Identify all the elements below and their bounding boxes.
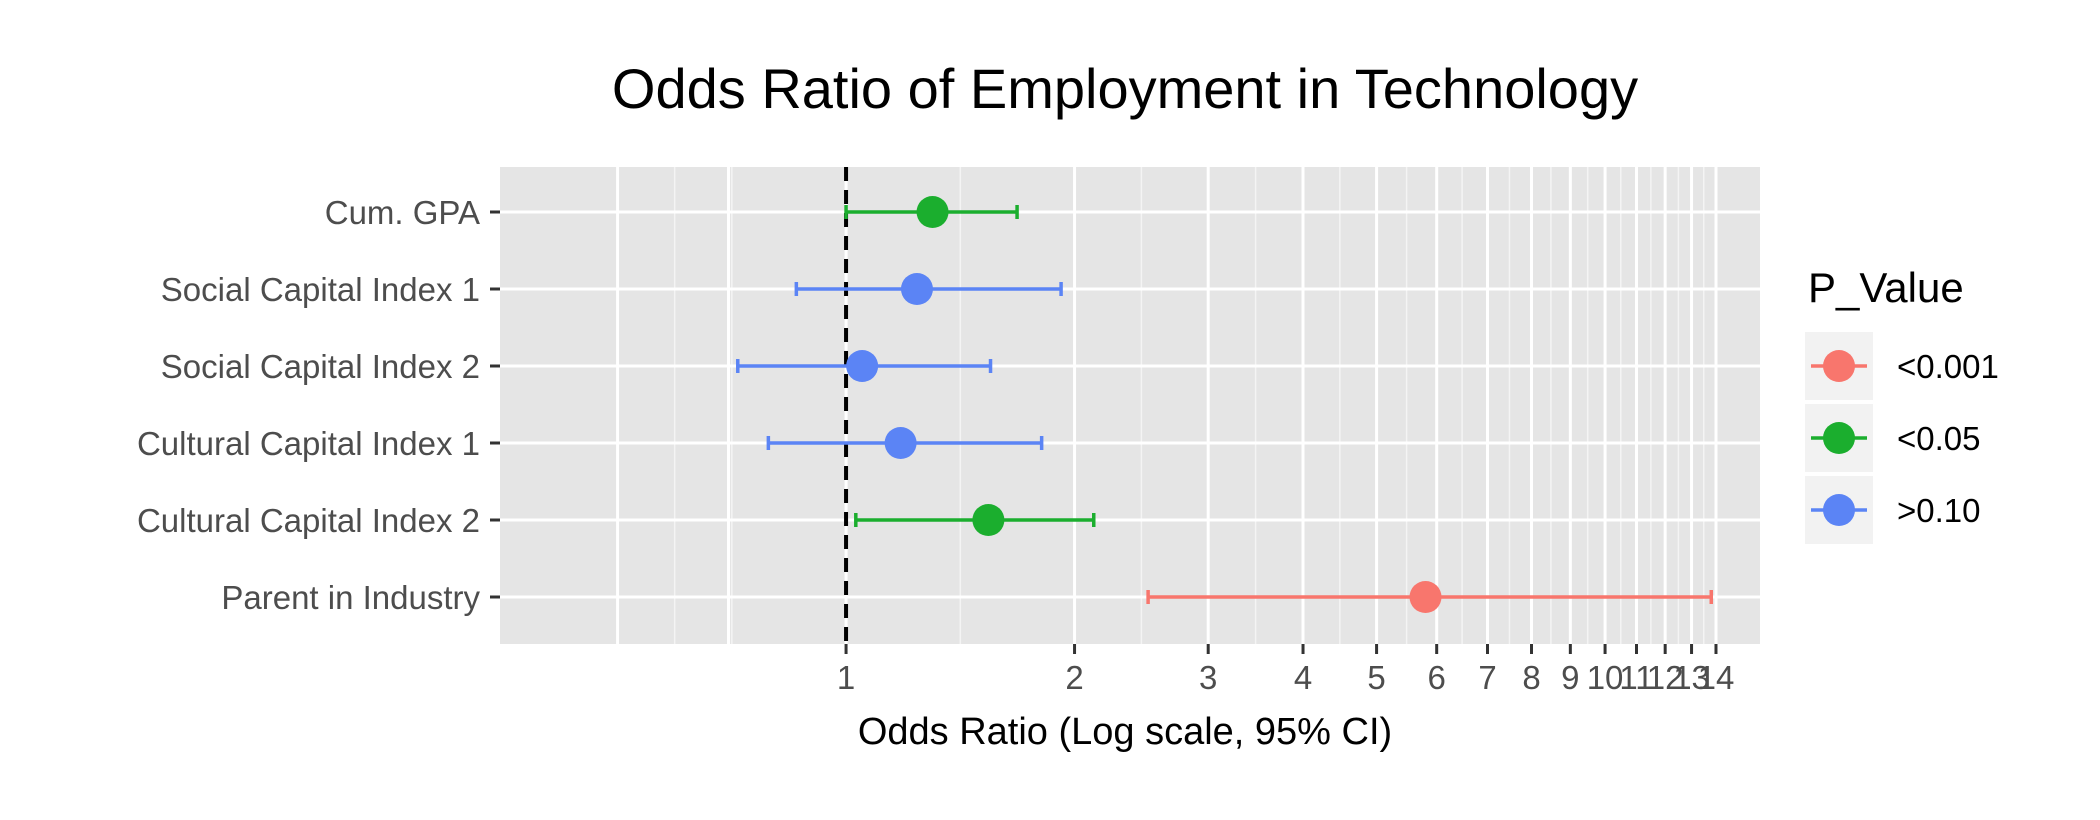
x-tick-label: 11 bbox=[1619, 659, 1653, 696]
y-tick-label: Cultural Capital Index 2 bbox=[137, 502, 480, 539]
x-tick-label: 8 bbox=[1522, 659, 1540, 696]
legend-label: <0.001 bbox=[1897, 348, 1999, 385]
x-tick-label: 2 bbox=[1065, 659, 1083, 696]
chart-title: Odds Ratio of Employment in Technology bbox=[612, 57, 1638, 120]
x-tick-label: 5 bbox=[1367, 659, 1385, 696]
y-tick-label: Parent in Industry bbox=[221, 579, 480, 616]
grid-lines bbox=[500, 167, 1760, 644]
x-tick-label: 12 bbox=[1647, 659, 1684, 696]
y-tick-label: Social Capital Index 2 bbox=[161, 348, 480, 385]
legend-key-point bbox=[1823, 422, 1855, 454]
x-tick-label: 3 bbox=[1199, 659, 1217, 696]
odds-ratio-point bbox=[972, 504, 1005, 536]
y-tick-label: Social Capital Index 1 bbox=[161, 271, 480, 308]
data-marks bbox=[736, 196, 1713, 613]
x-tick-label: 13 bbox=[1673, 659, 1710, 696]
y-tick-label: Cum. GPA bbox=[325, 194, 480, 231]
x-tick-label: 7 bbox=[1478, 659, 1496, 696]
x-tick-label: 10 bbox=[1587, 659, 1624, 696]
legend-label: >0.10 bbox=[1897, 492, 1981, 529]
legend: P_Value <0.001 <0.05 >0.10 bbox=[1805, 264, 1999, 544]
odds-ratio-point bbox=[884, 427, 917, 459]
x-tick-label: 14 bbox=[1698, 659, 1735, 696]
odds-ratio-point bbox=[1409, 581, 1442, 613]
y-axis: Cum. GPA Social Capital Index 1 Social Cap… bbox=[137, 194, 500, 616]
x-tick-label: 6 bbox=[1428, 659, 1446, 696]
y-tick-label: Cultural Capital Index 1 bbox=[137, 425, 480, 462]
legend-title: P_Value bbox=[1808, 264, 1964, 311]
x-tick-label: 9 bbox=[1561, 659, 1579, 696]
odds-ratio-point bbox=[916, 196, 949, 228]
plot-panel bbox=[500, 167, 1760, 644]
x-axis-title: Odds Ratio (Log scale, 95% CI) bbox=[858, 711, 1392, 753]
x-tick-label: 1 bbox=[837, 659, 855, 696]
odds-ratio-point bbox=[900, 273, 933, 305]
odds-ratio-point bbox=[846, 350, 879, 382]
legend-key-point bbox=[1823, 494, 1855, 526]
legend-label: <0.05 bbox=[1897, 420, 1981, 457]
x-tick-label: 4 bbox=[1294, 659, 1312, 696]
legend-key-point bbox=[1823, 350, 1855, 382]
